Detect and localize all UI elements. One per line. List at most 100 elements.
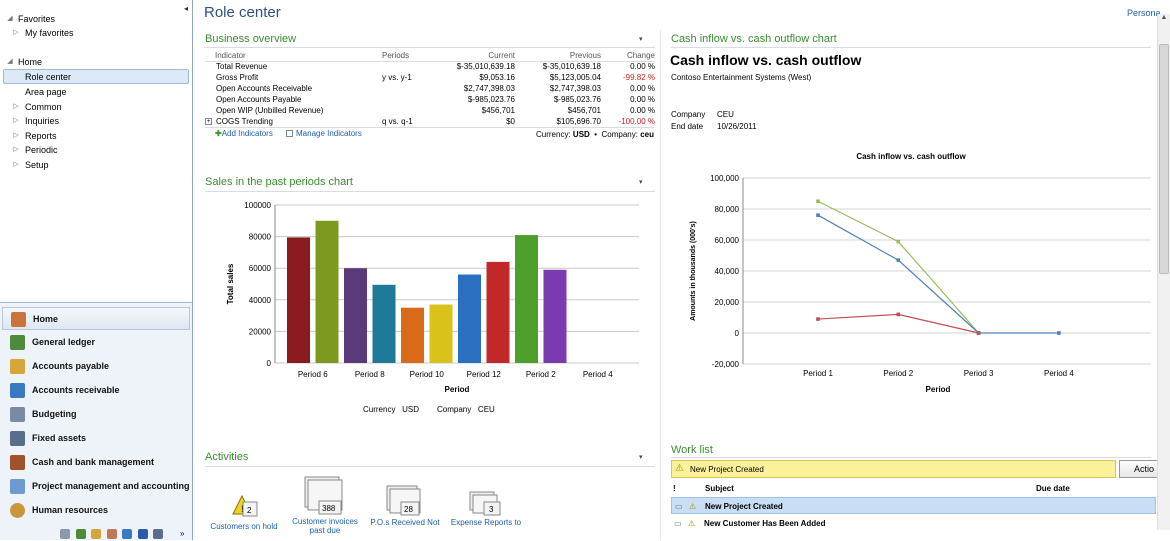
y-tick-label: 0	[267, 359, 272, 368]
y-tick-label: 60000	[249, 264, 272, 273]
mini-module-icon[interactable]	[106, 529, 117, 539]
part-menu-dropdown-icon[interactable]: ▾	[639, 179, 643, 186]
table-bottom-divider	[205, 127, 655, 128]
x-tick-label: Period 10	[410, 370, 445, 379]
y-tick-label: 80,000	[715, 205, 740, 214]
business-overview-title: Business overview	[205, 33, 297, 45]
svg-text:388: 388	[322, 504, 336, 513]
personalize-link[interactable]: Persona	[1127, 8, 1161, 18]
scroll-up-arrow-icon[interactable]: ▲	[1160, 14, 1168, 21]
alert-icon: ⚠	[688, 519, 696, 528]
mini-module-icon[interactable]	[60, 529, 70, 539]
activity-tile-customers-on-hold[interactable]: !2 Customers on hold	[204, 490, 284, 531]
notification-bar[interactable]: ⚠ New Project Created	[671, 460, 1116, 478]
currency-company-footer: Currency: USD • Company: ceu	[536, 130, 655, 139]
column-header: Due date	[1036, 484, 1070, 493]
module-accounts-payable[interactable]: Accounts payable	[2, 355, 190, 378]
collapse-pane-icon[interactable]: ◂	[184, 4, 189, 13]
project-icon	[10, 479, 25, 494]
company-label: Company	[671, 110, 706, 119]
grid-icon	[286, 130, 293, 138]
module-home[interactable]: Home	[2, 307, 190, 330]
part-menu-dropdown-icon[interactable]: ▾	[639, 36, 643, 43]
activity-tile-expense-reports[interactable]: 3 Expense Reports to	[446, 490, 526, 527]
module-general-ledger[interactable]: General ledger	[2, 331, 190, 354]
module-mini-icons	[60, 529, 166, 541]
mini-module-icon[interactable]	[153, 529, 164, 539]
module-project-management[interactable]: Project management and accounting	[2, 475, 190, 498]
y-tick-label: -20,000	[712, 360, 740, 369]
activity-tile-pos-received[interactable]: 28 P.O.s Received Not	[365, 484, 445, 527]
activity-tile-invoices-past-due[interactable]: 388 Customer invoices past due	[285, 475, 365, 535]
more-modules-icon[interactable]: »	[180, 529, 185, 538]
message-icon: ▭	[674, 519, 682, 528]
column-header: Current	[488, 51, 515, 60]
y-tick-label: 60,000	[715, 236, 740, 245]
x-axis-label: Period	[926, 385, 951, 394]
module-accounts-receivable[interactable]: Accounts receivable	[2, 379, 190, 402]
plus-icon: ✚	[215, 129, 222, 138]
work-list-row[interactable]: ▭ ⚠ New Project Created	[671, 497, 1156, 514]
collapsed-arrow-icon: ▷	[13, 132, 19, 139]
column-header: !	[673, 484, 676, 493]
actions-button[interactable]: Actio	[1119, 460, 1159, 478]
x-tick-label: Period 6	[298, 370, 328, 379]
y-tick-label: 40000	[249, 296, 272, 305]
accounts-payable-icon	[10, 359, 25, 374]
collapsed-arrow-icon: ▷	[13, 146, 19, 153]
series-line	[817, 214, 1059, 334]
bar	[486, 261, 510, 363]
document-stack-icon: 3	[468, 490, 504, 518]
work-list-row[interactable]: ▭ ⚠ New Customer Has Been Added	[671, 515, 1156, 532]
collapsed-arrow-icon: ▷	[13, 29, 19, 36]
activities-title: Activities	[205, 451, 249, 463]
fixed-assets-icon	[10, 431, 25, 446]
cashflow-chart-title: Cash inflow vs. cash outflow chart	[671, 33, 837, 45]
document-stack-icon: 388	[303, 475, 347, 517]
mini-module-icon[interactable]	[91, 529, 102, 539]
mini-module-icon[interactable]	[75, 529, 86, 539]
bank-icon	[10, 455, 25, 470]
column-header: Indicator	[215, 51, 246, 60]
y-axis-label: Amounts in thousands (000's)	[690, 221, 697, 321]
mini-module-icon[interactable]	[122, 529, 133, 539]
module-human-resources[interactable]: Human resources	[2, 499, 190, 522]
add-indicators-link[interactable]: ✚Add Indicators	[215, 129, 273, 138]
module-budgeting[interactable]: Budgeting	[2, 403, 190, 426]
sales-bar-chart: 0 20000 40000 60000 80000 100000 Period 6 Perio…	[226, 201, 639, 394]
data-point	[816, 213, 820, 217]
y-tick-label: 80000	[249, 233, 272, 242]
end-date-value: 10/26/2011	[717, 122, 757, 131]
section-divider	[205, 47, 655, 48]
budgeting-icon	[10, 407, 25, 422]
header-divider	[205, 61, 655, 62]
sales-chart-filter-company: Company CEU	[437, 405, 495, 414]
alert-bell-icon: ⚠	[675, 463, 684, 474]
mini-module-icon[interactable]	[137, 529, 148, 539]
vertical-scrollbar[interactable]: ▲	[1157, 14, 1170, 530]
company-value: CEU	[717, 110, 734, 119]
page-title: Role center	[204, 4, 281, 21]
document-stack-icon: 28	[385, 484, 425, 518]
expand-arrow-icon: ◢	[7, 15, 13, 22]
module-fixed-assets[interactable]: Fixed assets	[2, 427, 190, 450]
message-icon: ▭	[675, 502, 683, 511]
x-tick-label: Period 4	[1044, 369, 1074, 378]
data-point	[816, 199, 820, 204]
cashflow-report-title: Cash inflow vs. cash outflow	[670, 52, 862, 68]
section-divider	[205, 191, 655, 192]
x-tick-label: Period 2	[883, 369, 913, 378]
scrollbar-thumb[interactable]	[1159, 44, 1169, 274]
expand-row-icon[interactable]: +	[205, 118, 212, 126]
bar	[515, 235, 538, 363]
bar	[401, 307, 424, 363]
manage-indicators-link[interactable]: Manage Indicators	[286, 129, 362, 138]
module-cash-and-bank[interactable]: Cash and bank management	[2, 451, 190, 474]
y-axis-label: Total sales	[226, 263, 235, 304]
end-date-label: End date	[671, 122, 704, 131]
part-menu-dropdown-icon[interactable]: ▾	[639, 454, 643, 461]
bar	[429, 304, 453, 363]
collapsed-arrow-icon: ▷	[13, 117, 19, 124]
x-tick-label: Period 12	[467, 370, 502, 379]
y-tick-label: 0	[735, 329, 740, 338]
